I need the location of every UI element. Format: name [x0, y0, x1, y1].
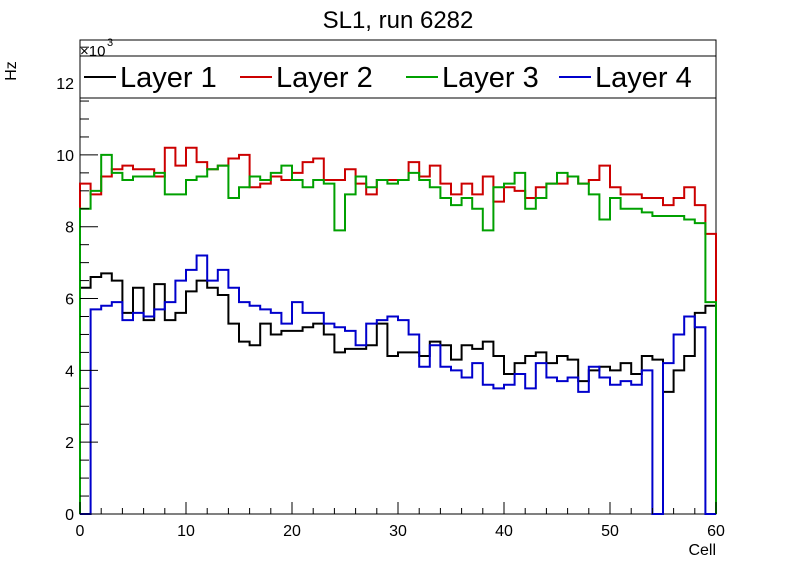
legend-entry-label: Layer 1	[120, 62, 217, 94]
x-tick-label: 10	[177, 523, 195, 540]
legend-entry-label: Layer 2	[276, 62, 373, 94]
x-tick-label: 40	[495, 523, 513, 540]
legend: Layer 1 Layer 2 Layer 3 Layer 4	[79, 55, 717, 99]
y-tick-label: 6	[65, 292, 74, 309]
y-tick-label: 0	[65, 507, 74, 524]
x-tick-label: 60	[707, 523, 725, 540]
y-multiplier-exponent: 3	[107, 37, 113, 49]
y-axis-label: Hz	[3, 61, 20, 81]
y-tick-label: 2	[65, 435, 74, 452]
legend-entry-label: Layer 4	[595, 62, 692, 94]
legend-entry-label: Layer 3	[442, 62, 539, 94]
series-line-layer-3	[79, 153, 717, 514]
series-line-layer-4	[80, 254, 716, 515]
plot-frame-layer	[79, 39, 717, 515]
x-tick-label: 30	[389, 523, 407, 540]
series-line-layer-1	[79, 272, 717, 514]
y-tick-label: 4	[65, 363, 74, 380]
y-tick-label: 10	[56, 148, 74, 165]
legend-box	[79, 55, 717, 99]
plot-frame	[79, 39, 717, 515]
x-tick-label: 50	[601, 523, 619, 540]
chart-title: SL1, run 6282	[323, 7, 474, 34]
series-layer	[79, 146, 717, 515]
x-tick-label: 20	[283, 523, 301, 540]
axis-layer: 0 10 20 30 40 50 60 0 2 4 6 8 10 12	[56, 46, 725, 540]
y-tick-label: 12	[56, 76, 74, 93]
x-tick-label: 0	[76, 523, 85, 540]
y-multiplier: ×10	[80, 43, 105, 60]
y-tick-label: 8	[65, 220, 74, 237]
x-axis-label: Cell	[688, 542, 716, 559]
